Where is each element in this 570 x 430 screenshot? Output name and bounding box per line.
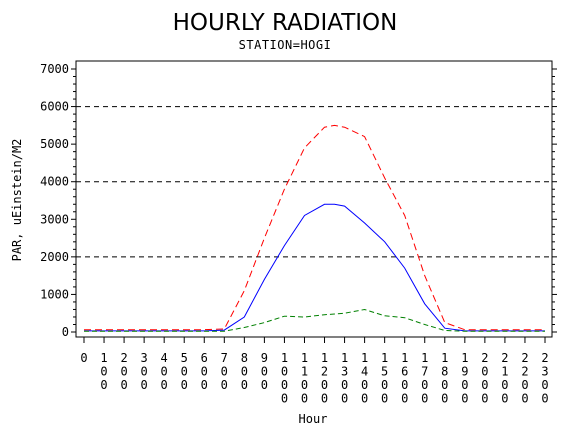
series-line-2 bbox=[84, 203, 545, 332]
y-tick-label: 1000 bbox=[40, 287, 69, 301]
y-axis-label: PAR, uEinstein/M2 bbox=[10, 139, 24, 262]
plot-frame bbox=[75, 60, 553, 338]
chart-subtitle: STATION=HOGI bbox=[239, 38, 332, 52]
y-axis-ticks: 0 1000 2000 3000 4000 5000 6000 7000 bbox=[40, 62, 557, 339]
reference-lines bbox=[76, 106, 552, 258]
y-tick-label: 3000 bbox=[40, 212, 69, 226]
y-tick-label: 2000 bbox=[40, 250, 69, 264]
x-axis-ticks: 0 1 0 0 2 0 0 3 0 0 4 0 0 5 0 0 6 0 0 7 0 0 8 0 0 9 0 0 1 0 0 0 1 1 0 0 1 2 0 0… bbox=[80, 337, 549, 406]
y-tick-label: 5000 bbox=[40, 137, 69, 151]
x-tick-label: 0 bbox=[80, 351, 87, 365]
series-line-1 bbox=[84, 124, 545, 331]
chart-title: HOURLY RADIATION bbox=[173, 10, 398, 36]
y-tick-label: 7000 bbox=[40, 62, 69, 76]
y-tick-label: 4000 bbox=[40, 175, 69, 189]
x-axis-label: Hour bbox=[299, 412, 328, 426]
series-lines bbox=[84, 124, 545, 332]
series-line-3 bbox=[84, 308, 545, 332]
y-tick-label: 0 bbox=[62, 325, 69, 339]
y-tick-label: 6000 bbox=[40, 100, 69, 114]
